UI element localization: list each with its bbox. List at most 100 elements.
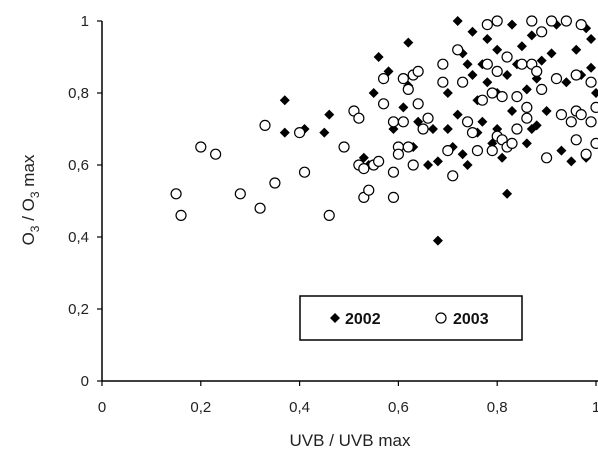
- data-point-2002: [571, 44, 582, 55]
- data-point-2003: [392, 148, 404, 160]
- data-point-2003: [570, 69, 582, 81]
- data-point-2003: [476, 94, 488, 106]
- data-point-2003: [407, 159, 419, 171]
- y-tick-label: 0,4: [68, 229, 89, 246]
- data-point-2003: [363, 184, 375, 196]
- data-point-2002: [591, 88, 598, 98]
- x-tick-label: 0: [98, 399, 106, 416]
- data-point-2003: [170, 188, 182, 200]
- y-tick-label: 0,8: [68, 85, 89, 102]
- data-point-2003: [422, 112, 434, 124]
- data-point-2003: [387, 191, 400, 203]
- data-point-2003: [259, 119, 271, 132]
- data-point-2003: [550, 72, 563, 85]
- data-point-2003: [545, 15, 558, 27]
- data-point-2003: [506, 137, 518, 149]
- data-point-2002: [536, 55, 547, 66]
- data-point-2003: [496, 90, 508, 103]
- legend-2002-label: 2002: [345, 311, 381, 328]
- data-point-2002: [541, 106, 552, 116]
- data-point-2003: [195, 141, 207, 153]
- data-point-2002: [457, 149, 468, 160]
- data-point-2003: [457, 76, 469, 88]
- data-point-2003: [585, 76, 597, 88]
- data-point-2002: [368, 88, 379, 98]
- data-point-2003: [481, 58, 493, 70]
- data-point-2002: [561, 77, 572, 88]
- data-point-2003: [521, 112, 533, 124]
- data-point-2003: [452, 44, 464, 56]
- y-tick-label: 0,6: [68, 157, 89, 174]
- data-point-2003: [437, 58, 449, 70]
- y-tick-label: 0,2: [68, 301, 89, 318]
- data-point-2003: [540, 152, 553, 164]
- data-point-2003: [323, 209, 335, 221]
- x-tick-label: 0,2: [190, 399, 211, 416]
- data-point-2003: [590, 101, 598, 113]
- data-point-2003: [531, 65, 543, 78]
- data-points: [170, 15, 598, 246]
- y-axis: 0 0,2 0,4 0,6 0,8 1: [68, 13, 103, 390]
- data-point-2003: [575, 108, 587, 121]
- data-point-2003: [511, 90, 523, 103]
- data-point-2003: [536, 26, 548, 38]
- data-point-2003: [471, 145, 484, 157]
- data-point-2003: [555, 108, 568, 121]
- data-point-2002: [403, 37, 414, 48]
- data-point-2002: [452, 16, 463, 26]
- data-point-2003: [417, 123, 429, 135]
- data-point-2003: [387, 116, 400, 128]
- data-point-2003: [521, 101, 533, 114]
- x-axis: 0 0,2 0,4 0,6 0,8 1: [98, 380, 598, 416]
- data-point-2003: [175, 209, 187, 221]
- data-point-2003: [461, 116, 474, 128]
- data-point-2003: [437, 76, 449, 88]
- data-point-2003: [481, 19, 493, 31]
- data-point-2003: [412, 98, 424, 110]
- data-point-2002: [502, 188, 513, 199]
- data-point-2003: [511, 123, 523, 135]
- y-tick-label: 0: [81, 373, 89, 390]
- data-point-2002: [319, 127, 330, 138]
- data-point-2002: [279, 127, 290, 138]
- data-point-2002: [432, 235, 443, 246]
- data-point-2003: [269, 177, 281, 189]
- data-point-2003: [402, 83, 414, 96]
- data-point-2003: [358, 163, 370, 175]
- data-point-2002: [373, 52, 384, 62]
- data-point-2002: [502, 70, 513, 80]
- data-point-2003: [560, 15, 572, 27]
- data-point-2002: [507, 106, 518, 116]
- data-point-2003: [590, 137, 598, 149]
- legend: 2002 2003: [299, 295, 523, 341]
- data-point-2003: [570, 134, 582, 146]
- data-point-2002: [467, 26, 478, 37]
- data-point-2003: [536, 83, 548, 96]
- data-point-2003: [580, 148, 592, 160]
- data-point-2003: [234, 188, 246, 200]
- data-point-2002: [432, 156, 443, 167]
- series-2003: [170, 15, 598, 221]
- data-point-2003: [491, 65, 503, 78]
- data-point-2003: [373, 155, 385, 167]
- data-point-2003: [298, 166, 311, 178]
- y-tick-label: 1: [81, 13, 89, 30]
- data-point-2003: [501, 51, 513, 63]
- x-tick-label: 1: [592, 399, 598, 416]
- data-point-2003: [447, 170, 459, 182]
- data-point-2003: [397, 72, 409, 85]
- data-point-2003: [210, 148, 222, 160]
- data-point-2002: [516, 41, 527, 52]
- data-point-2002: [546, 48, 557, 59]
- data-point-2003: [466, 127, 479, 139]
- data-point-2003: [338, 141, 350, 153]
- x-axis-title: UVB / UVB max: [290, 431, 411, 450]
- data-point-2003: [387, 166, 400, 178]
- y-axis-title: O3 / O3 max: [19, 154, 42, 245]
- data-point-2002: [521, 84, 532, 95]
- data-point-2002: [462, 59, 473, 70]
- data-point-2003: [377, 72, 390, 85]
- data-point-2002: [497, 152, 508, 163]
- data-point-2003: [565, 116, 577, 128]
